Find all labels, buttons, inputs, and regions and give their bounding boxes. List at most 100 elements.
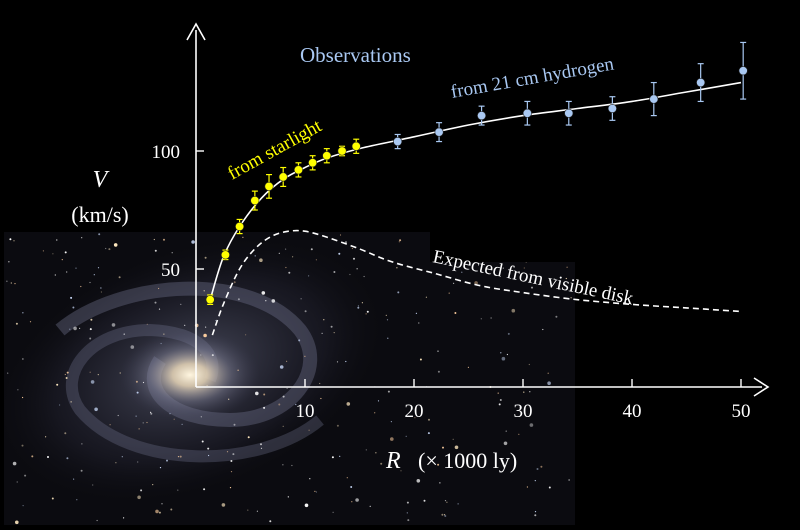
data-marker (293, 165, 303, 175)
star (453, 282, 455, 284)
data-marker (696, 78, 706, 88)
star (278, 403, 281, 406)
star (529, 423, 534, 427)
star (121, 456, 123, 458)
star (14, 520, 19, 525)
star (282, 395, 285, 398)
star (211, 354, 214, 357)
star (295, 403, 297, 406)
star (135, 415, 137, 417)
data-marker (738, 66, 748, 76)
data-marker (337, 146, 347, 156)
star (387, 390, 390, 393)
star (314, 490, 316, 492)
star (366, 310, 369, 313)
x-tick-label: 50 (732, 401, 751, 422)
data-point (649, 81, 659, 117)
star (553, 278, 556, 281)
star (80, 469, 83, 472)
star (130, 345, 135, 349)
star (523, 391, 525, 393)
star (415, 312, 417, 314)
star (288, 271, 291, 274)
data-point (351, 138, 361, 154)
star (154, 301, 157, 304)
data-marker (250, 196, 260, 206)
star (555, 257, 558, 260)
star (137, 461, 139, 463)
star (261, 291, 266, 295)
star (6, 280, 8, 282)
star (92, 484, 94, 486)
star (56, 383, 59, 386)
star (385, 314, 387, 316)
star (480, 318, 482, 320)
star (181, 423, 183, 425)
star (406, 501, 409, 504)
star (24, 474, 27, 477)
star (336, 424, 339, 427)
star (351, 501, 353, 503)
star (142, 381, 145, 384)
star (339, 455, 341, 457)
star (45, 436, 47, 438)
star (137, 495, 141, 500)
star (81, 237, 83, 239)
star (52, 253, 54, 255)
star (488, 233, 491, 236)
star (111, 323, 116, 327)
star (94, 407, 98, 412)
star (480, 241, 482, 244)
data-point (278, 166, 288, 187)
star (375, 452, 377, 454)
star (501, 356, 506, 361)
data-point (522, 100, 532, 126)
star (100, 291, 102, 293)
star (467, 366, 469, 368)
star (66, 371, 69, 374)
star (507, 332, 510, 335)
star (461, 271, 463, 273)
star (22, 505, 24, 507)
star (14, 283, 16, 285)
star (207, 447, 210, 450)
star (418, 322, 420, 324)
data-point (264, 174, 274, 199)
star (304, 355, 306, 357)
data-marker (434, 127, 444, 137)
data-marker (564, 108, 574, 118)
star (374, 412, 376, 414)
star (146, 421, 148, 424)
star (259, 258, 263, 263)
star (230, 460, 233, 462)
star (203, 290, 205, 292)
star (155, 509, 159, 514)
star (204, 256, 207, 259)
star (200, 416, 202, 418)
star (247, 436, 250, 439)
star (191, 240, 195, 244)
star (260, 443, 262, 446)
star (47, 456, 49, 458)
star (31, 455, 34, 458)
y-tick-label: 100 (152, 142, 181, 163)
star (72, 306, 75, 309)
star (528, 363, 530, 366)
star (163, 333, 165, 335)
star (146, 323, 148, 325)
star (203, 333, 207, 338)
star (142, 422, 144, 424)
star (64, 432, 67, 435)
star (118, 276, 121, 279)
star (304, 310, 307, 313)
star (345, 241, 347, 244)
hydrogen-label: from 21 cm hydrogen (449, 53, 616, 102)
star (237, 298, 240, 301)
star (90, 380, 95, 384)
star (64, 373, 66, 376)
star (390, 421, 392, 423)
y-tick-label: 50 (161, 260, 180, 281)
star (237, 369, 239, 371)
data-marker (308, 158, 318, 168)
star (153, 238, 155, 241)
